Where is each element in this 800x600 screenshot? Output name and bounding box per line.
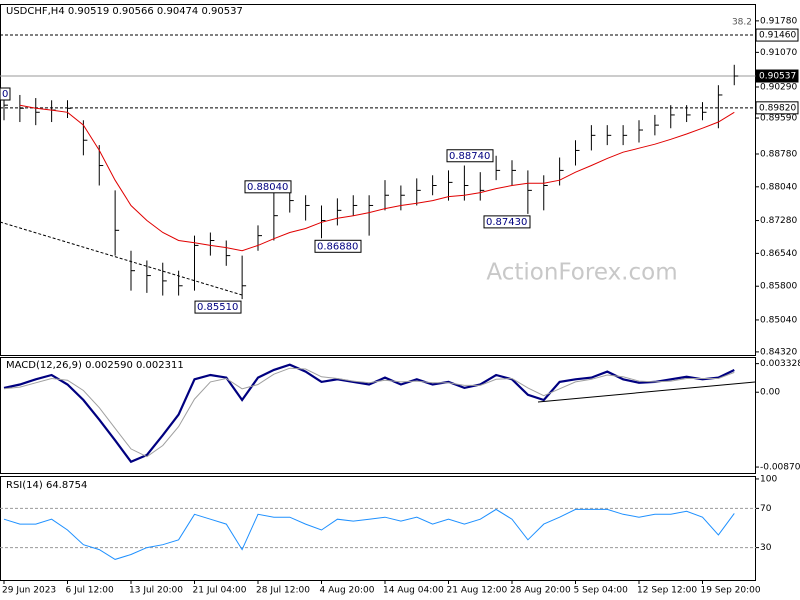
x-tick-label: 13 Jul 20:00 — [129, 586, 183, 596]
y-tick-label: 0.87280 — [760, 216, 797, 226]
x-tick-label: 4 Aug 20:00 — [320, 586, 375, 596]
x-tick-label: 14 Aug 04:00 — [383, 586, 444, 596]
series-line — [3, 363, 735, 464]
annotation-box — [244, 180, 292, 194]
trend-line — [0, 221, 243, 296]
y-tick-label: 0.00 — [760, 388, 780, 398]
y-tick-label: 0.88040 — [760, 182, 797, 192]
annotation-label: 0.85510 — [197, 302, 238, 313]
y-tick-label: 100 — [760, 474, 777, 484]
x-tick-label: 21 Jul 04:00 — [193, 586, 247, 596]
annotation-label: 0 — [2, 89, 8, 100]
level-box — [755, 28, 799, 42]
x-tick-label: 5 Sep 04:00 — [574, 586, 629, 596]
y-tick-label: 70 — [760, 504, 772, 514]
annotation-box — [483, 215, 531, 229]
y-tick-label: 0.91070 — [760, 48, 797, 58]
y-tick-label: 0.003328 — [760, 359, 800, 369]
level-label: 0.90537 — [759, 72, 796, 82]
moving-average — [19, 104, 735, 252]
x-tick-label: 12 Sep 12:00 — [637, 586, 697, 596]
x-tick-label: 19 Sep 20:00 — [701, 586, 761, 596]
annotation-box — [446, 149, 494, 163]
annotation-label: 0.88740 — [449, 151, 490, 162]
y-tick-label: 30 — [760, 543, 772, 553]
y-tick-label: 0.85800 — [760, 282, 797, 292]
macd-title: MACD(12,26,9) 0.002590 0.002311 — [6, 360, 184, 371]
level-box — [755, 69, 799, 83]
rsi-panel — [0, 476, 756, 581]
y-tick-label: 0.88780 — [760, 149, 797, 159]
fib-label: 38.2 — [732, 18, 752, 28]
y-tick-label: 0.90290 — [760, 82, 797, 92]
series-line — [3, 367, 735, 458]
x-tick-label: 6 Jul 12:00 — [66, 586, 115, 596]
x-tick-label: 28 Jul 12:00 — [256, 586, 310, 596]
annotation-box — [0, 87, 11, 101]
y-tick-label: -0.008707 — [760, 463, 800, 473]
price-panel — [0, 4, 756, 356]
y-tick-label: 0.91780 — [760, 16, 797, 26]
annotation-box — [314, 239, 362, 253]
y-tick-label: 0.89590 — [760, 114, 797, 124]
annotation-label: 0.87430 — [486, 217, 527, 228]
rsi-title: RSI(14) 64.8754 — [6, 480, 87, 491]
x-tick-label: 28 Aug 20:00 — [510, 586, 571, 596]
annotation-label: 0.88040 — [247, 182, 288, 193]
level-label: 0.91460 — [759, 31, 796, 41]
annotation-box — [194, 300, 242, 314]
level-label: 0.89820 — [759, 103, 796, 113]
macd-panel — [0, 357, 756, 474]
series-line — [3, 508, 735, 560]
x-tick-label: 29 Jun 2023 — [2, 586, 56, 596]
y-tick-label: 0.86540 — [760, 249, 797, 259]
y-tick-label: 0.85040 — [760, 315, 797, 325]
watermark: ActionForex.com — [486, 260, 677, 286]
macd-trend-line — [537, 381, 756, 403]
chart-title: USDCHF,H4 0.90519 0.90566 0.90474 0.9053… — [6, 6, 243, 17]
x-tick-label: 21 Aug 12:00 — [447, 586, 508, 596]
level-box — [755, 101, 799, 115]
y-tick-label: 0.84320 — [760, 347, 797, 357]
annotation-label: 0.86880 — [317, 241, 358, 252]
